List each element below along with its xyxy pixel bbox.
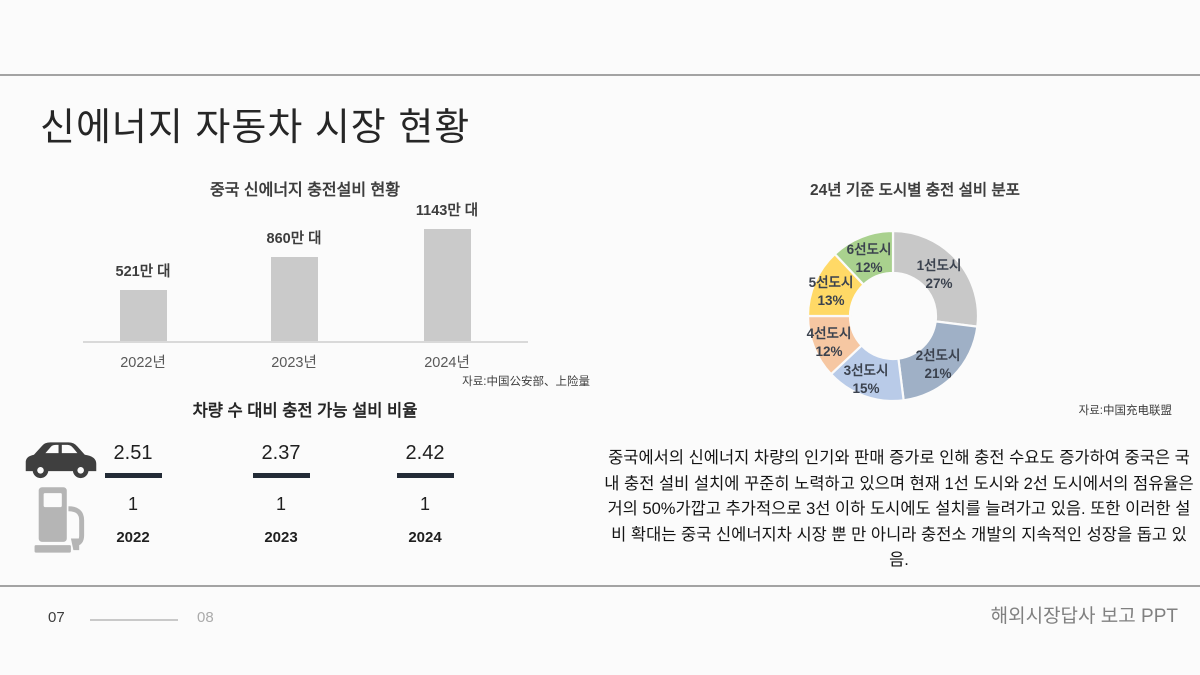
page-number-divider-line [90,619,178,621]
donut-label-name: 2선도시 [915,347,961,363]
bar-2024 [424,229,471,341]
deck-title: 해외시장답사 보고 PPT [990,606,1178,627]
ratio-denominator: 1 [419,494,430,514]
donut-label-name: 3선도시 [843,362,889,378]
bar-chart-title: 중국 신에너지 충전설비 현황 [210,182,400,199]
ratio-year: 2023 [264,529,298,546]
donut-label-name: 6선도시 [846,241,892,257]
ratio-2024: 2.42 1 2024 [365,441,485,546]
ratio-numerator: 2.51 [113,442,153,464]
bottom-divider-line [0,585,1200,587]
bar-chart-plot: 521만 대 860만 대 1143만 대 2022년 2023년 2024년 [83,203,528,371]
donut-label-value: 12% [815,344,843,359]
fraction-bar [252,473,310,478]
bar-value-2024: 1143만 대 [415,203,479,219]
bar-2022 [120,290,167,341]
ratio-numerator: 2.37 [261,442,301,464]
bar-2023 [271,257,318,341]
donut-segment-1선도시 [891,229,980,328]
donut-label-3선도시: 3선도시 15% [844,362,889,398]
donut-label-value: 21% [924,366,952,381]
donut-label-6선도시: 6선도시 12% [847,241,892,277]
bar-axis-label-2022: 2022년 [120,355,166,371]
donut-chart-source: 자료:中国充电联盟 [1078,405,1172,417]
donut-label-value: 13% [817,293,845,308]
body-paragraph: 중국에서의 신에너지 차량의 인기와 판매 증가로 인해 충전 수요도 증가하여… [604,449,1194,570]
donut-label-value: 15% [852,381,880,396]
donut-label-value: 12% [855,260,883,275]
ratio-section-title: 차량 수 대비 충전 가능 설비 비율 [192,402,418,420]
bar-axis-label-2023: 2023년 [271,355,317,371]
top-divider-line [0,74,1200,76]
car-icon [20,433,102,488]
donut-chart-title: 24년 기준 도시별 충전 설비 분포 [810,182,1020,199]
donut-svg [806,229,980,403]
bar-axis-label-2024: 2024년 [424,355,470,371]
ratio-year: 2022 [116,529,150,546]
donut-label-5선도시: 5선도시 13% [809,274,854,310]
fraction-bar [396,473,454,478]
bar-chart-source: 자료:中国公安部、上险量 [462,376,590,388]
donut-label-1선도시: 1선도시 27% [917,257,962,293]
donut-segment-6선도시 [833,229,895,287]
ratio-denominator: 1 [127,494,138,514]
donut-label-2선도시: 2선도시 21% [916,347,961,383]
donut-label-name: 5선도시 [808,274,854,290]
page-title: 신에너지 자동차 시장 현황 [40,107,471,149]
ratio-2022: 2.51 1 2022 [73,441,193,546]
bar-value-2023: 860만 대 [266,231,322,247]
donut-label-4선도시: 4선도시 12% [807,325,852,361]
fraction-bar [104,473,162,478]
ratio-numerator: 2.42 [405,442,445,464]
fuel-pump-icon [32,484,90,565]
donut-label-value: 27% [925,276,953,291]
ratio-year: 2024 [408,529,442,546]
donut-chart: 1선도시 27% 2선도시 21% 3선도시 15% 4선도시 12% 5선도시… [805,228,981,404]
bar-value-2022: 521만 대 [115,264,171,280]
donut-label-name: 1선도시 [916,257,962,273]
page-number-current: 07 [48,609,65,626]
donut-label-name: 4선도시 [806,325,852,341]
page-number-next: 08 [197,609,214,626]
ratio-2023: 2.37 1 2023 [221,441,341,546]
ratio-denominator: 1 [275,494,286,514]
